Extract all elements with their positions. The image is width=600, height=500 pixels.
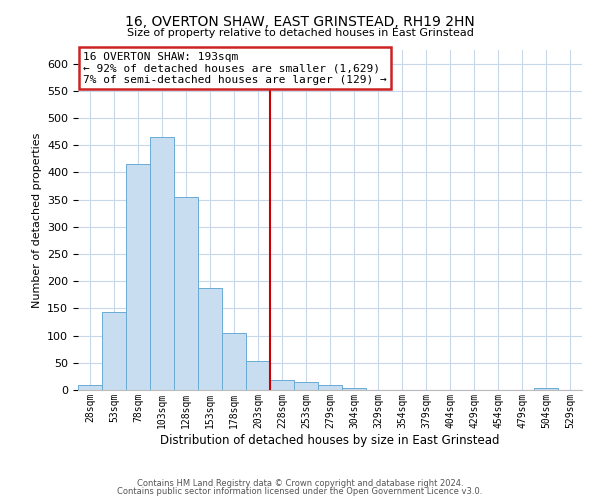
Text: Size of property relative to detached houses in East Grinstead: Size of property relative to detached ho… <box>127 28 473 38</box>
Bar <box>78 384 102 390</box>
Bar <box>174 197 198 390</box>
Text: Contains public sector information licensed under the Open Government Licence v3: Contains public sector information licen… <box>118 487 482 496</box>
Bar <box>126 164 150 390</box>
X-axis label: Distribution of detached houses by size in East Grinstead: Distribution of detached houses by size … <box>160 434 500 446</box>
Bar <box>246 361 270 390</box>
Bar <box>102 312 126 390</box>
Bar <box>150 137 174 390</box>
Bar <box>318 385 342 390</box>
Bar <box>342 388 366 390</box>
Bar <box>294 382 318 390</box>
Bar <box>270 380 294 390</box>
Bar <box>222 333 246 390</box>
Bar <box>534 388 558 390</box>
Text: 16, OVERTON SHAW, EAST GRINSTEAD, RH19 2HN: 16, OVERTON SHAW, EAST GRINSTEAD, RH19 2… <box>125 15 475 29</box>
Y-axis label: Number of detached properties: Number of detached properties <box>32 132 41 308</box>
Bar <box>198 288 222 390</box>
Text: 16 OVERTON SHAW: 193sqm
← 92% of detached houses are smaller (1,629)
7% of semi-: 16 OVERTON SHAW: 193sqm ← 92% of detache… <box>83 52 387 85</box>
Text: Contains HM Land Registry data © Crown copyright and database right 2024.: Contains HM Land Registry data © Crown c… <box>137 478 463 488</box>
